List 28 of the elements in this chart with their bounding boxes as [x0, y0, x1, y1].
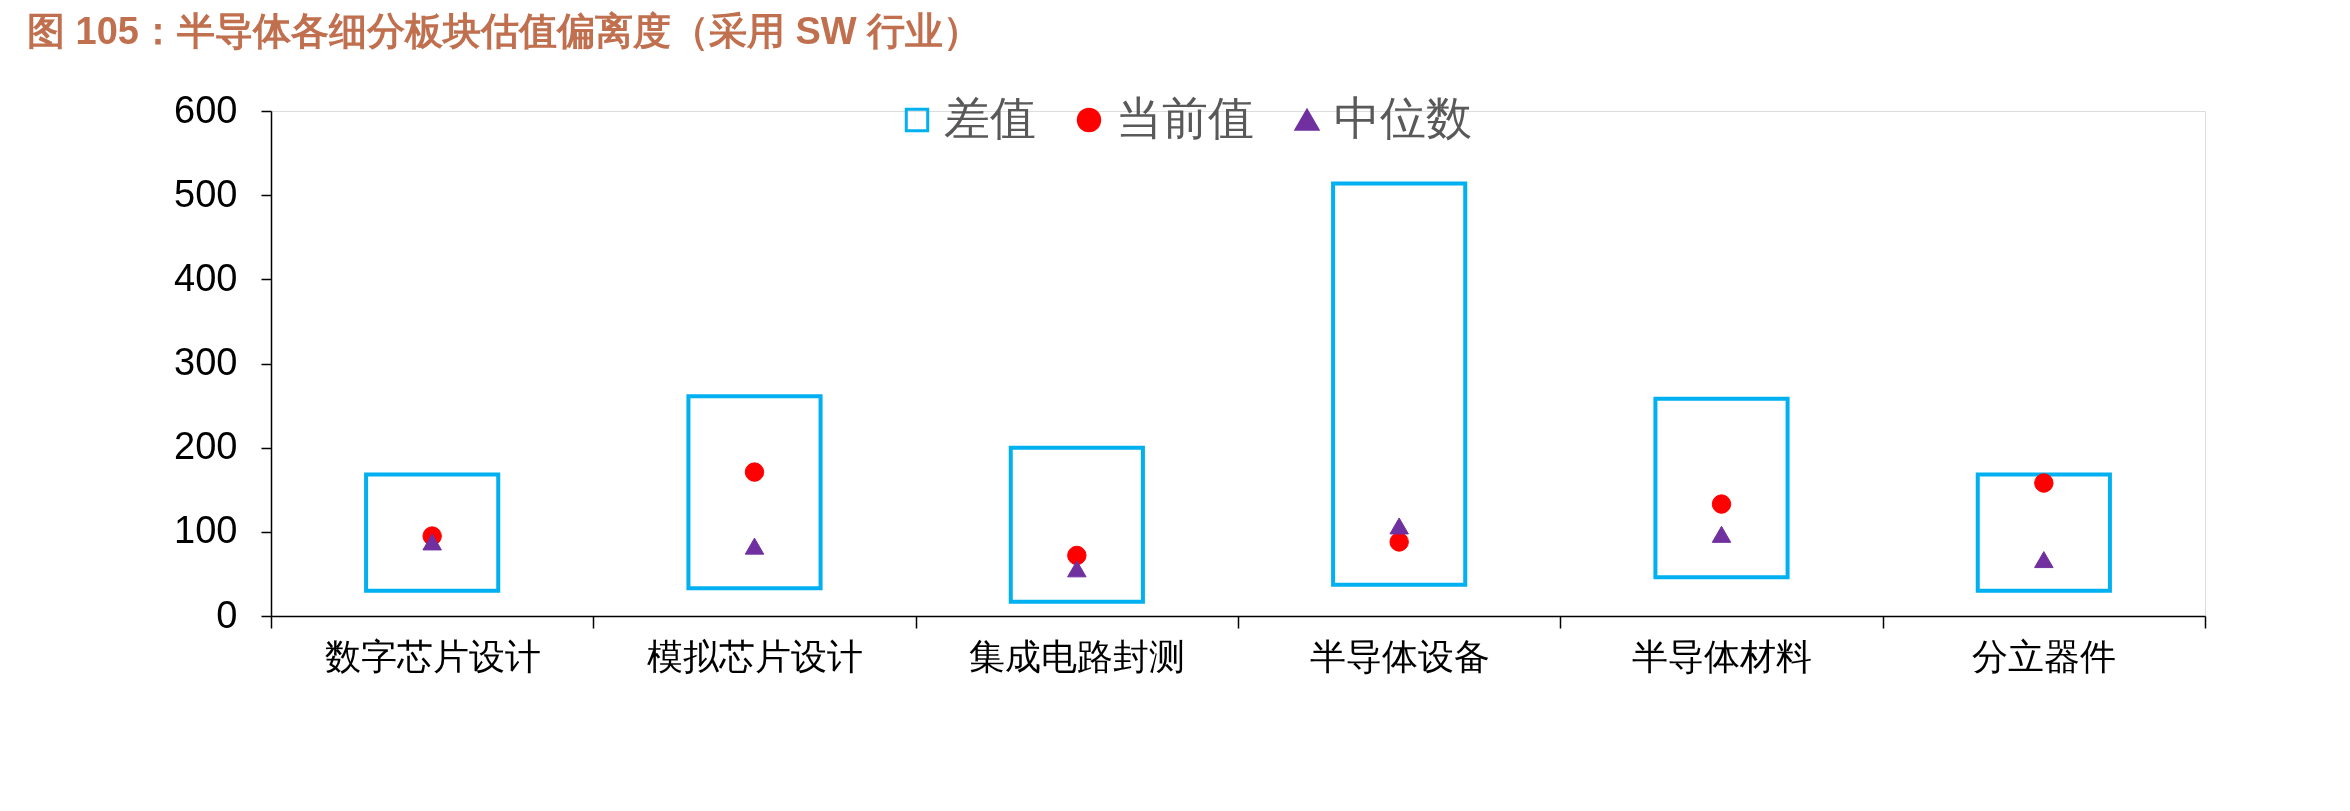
point: [422, 533, 442, 551]
x-tick-label: 分立器件: [1972, 635, 2117, 677]
y-tick-label: 500: [174, 172, 238, 215]
y-tick-label: 0: [216, 593, 238, 636]
chart-title: 图 105：半导体各细分板块估值偏离度（采用 SW 行业）: [27, 10, 982, 52]
point: [1389, 532, 1409, 552]
y-tick-label: 300: [174, 341, 238, 383]
x-tick-label: 半导体设备: [1309, 635, 1490, 677]
y-tick-label: 100: [174, 509, 238, 552]
point: [1389, 517, 1409, 535]
legend-label: 中位数: [1334, 92, 1472, 144]
point: [1711, 525, 1732, 543]
y-tick-label: 600: [174, 88, 238, 131]
x-tick-label: 模拟芯片设计: [647, 635, 863, 677]
point: [2034, 473, 2054, 493]
legend-label: 当前值: [1116, 92, 1254, 144]
point: [744, 462, 765, 482]
legend-label: 差值: [944, 92, 1036, 144]
y-tick-label: 200: [174, 425, 238, 468]
y-tick-label: 400: [174, 256, 238, 299]
x-tick-label: 集成电路封测: [969, 635, 1186, 677]
point: [1711, 494, 1732, 514]
point: [1067, 545, 1087, 566]
point: [1067, 560, 1087, 578]
x-tick-label: 数字芯片设计: [324, 635, 541, 677]
point: [744, 537, 765, 555]
point: [2034, 551, 2054, 569]
x-tick-label: 半导体材料: [1632, 635, 1812, 677]
